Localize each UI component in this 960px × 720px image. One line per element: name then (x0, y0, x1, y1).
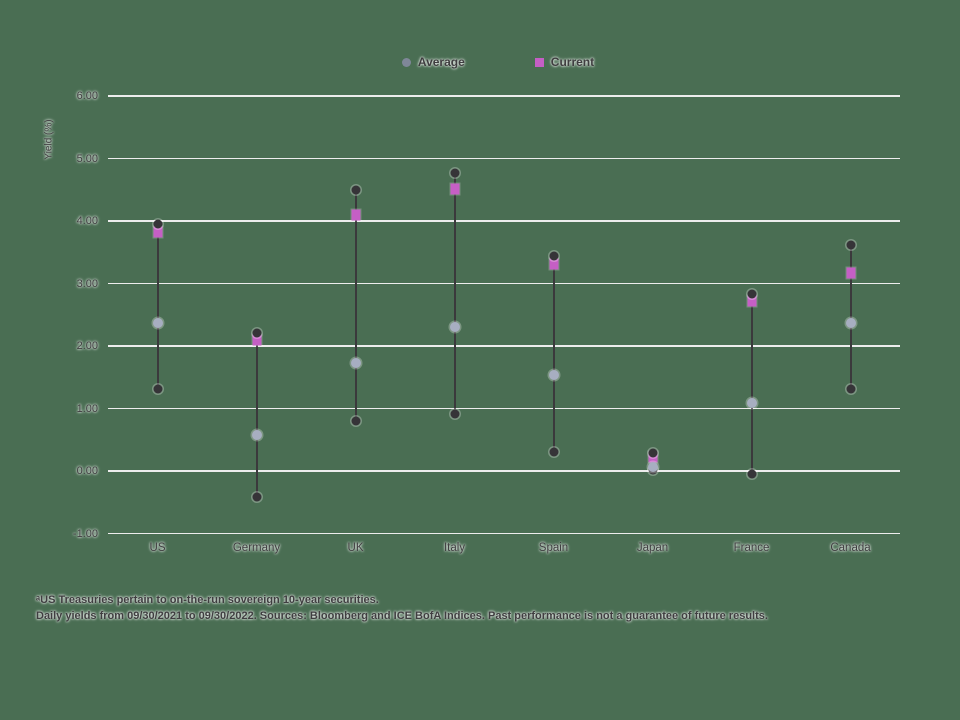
footnote-line-1: ᵃUS Treasuries pertain to on-the-run sov… (36, 594, 379, 606)
current-marker-square (153, 226, 162, 238)
chart-legend: Average Current (36, 55, 960, 69)
gridline (108, 345, 900, 347)
average-marker-dot (845, 317, 856, 328)
legend-item-current: Current (534, 55, 595, 69)
current-marker-square (846, 267, 855, 279)
max-marker-dot (648, 448, 657, 458)
max-marker-dot (450, 168, 459, 178)
range-line (156, 224, 159, 390)
legend-item-average: Average (401, 55, 465, 69)
x-category-label: Japan (636, 542, 669, 554)
range-line (849, 245, 852, 390)
current-marker-square (549, 258, 558, 270)
average-marker-dot (746, 397, 757, 408)
max-marker-dot (252, 328, 261, 338)
y-tick-label: 0.00 (76, 465, 98, 477)
average-marker-dot (647, 461, 658, 472)
x-category-label: US (149, 542, 166, 554)
gridline (108, 95, 900, 97)
min-marker-dot (846, 384, 855, 394)
gridline (108, 532, 900, 535)
current-marker-square (252, 334, 261, 346)
max-marker-dot (549, 251, 558, 261)
average-circle-icon (401, 57, 411, 67)
y-tick-label: 6.00 (76, 90, 98, 102)
y-axis-title: Yield (%) (43, 119, 55, 160)
gridline (108, 220, 900, 222)
x-category-label: Italy (443, 542, 466, 554)
average-marker-dot (449, 321, 460, 332)
average-marker-dot (251, 429, 262, 440)
min-marker-dot (450, 409, 459, 418)
y-tick-label: 1.00 (76, 402, 98, 415)
legend-label-current: Current (550, 55, 595, 69)
min-marker-dot (351, 416, 360, 426)
footnotes: ᵃUS Treasuries pertain to on-the-run sov… (36, 592, 768, 624)
min-marker-dot (153, 384, 162, 394)
max-marker-dot (846, 240, 855, 250)
footnote-line-2: Daily yields from 09/30/2021 to 09/30/20… (36, 610, 768, 622)
min-marker-dot (252, 492, 261, 502)
x-category-label: Canada (830, 542, 871, 554)
average-marker-dot (350, 357, 361, 368)
plot-area (108, 95, 900, 535)
current-marker-square (351, 209, 360, 221)
legend-label-average: Average (417, 55, 465, 69)
gridline (108, 282, 900, 285)
current-marker-square (747, 295, 756, 307)
range-line (255, 332, 258, 498)
max-marker-dot (153, 219, 162, 229)
y-tick-label: 2.00 (76, 340, 98, 352)
min-marker-dot (549, 447, 558, 457)
y-tick-label: -1.00 (72, 527, 98, 540)
x-category-label: UK (347, 542, 364, 554)
gridline (108, 470, 900, 472)
max-marker-dot (351, 185, 360, 195)
x-category-label: Germany (232, 542, 281, 554)
y-tick-label: 4.00 (76, 215, 98, 227)
max-marker-dot (747, 289, 756, 299)
x-category-label: Spain (538, 542, 569, 554)
average-marker-dot (152, 317, 163, 328)
y-tick-label: 3.00 (76, 277, 98, 290)
average-marker-dot (548, 369, 559, 380)
x-category-label: France (733, 542, 770, 554)
range-line (453, 172, 456, 414)
gridline (108, 157, 900, 160)
current-square-icon (534, 57, 544, 67)
range-line (750, 294, 753, 475)
min-marker-dot (747, 469, 756, 479)
range-line (552, 256, 555, 453)
y-tick-label: 5.00 (76, 152, 98, 165)
range-line (354, 189, 357, 421)
current-marker-square (450, 183, 459, 194)
gridline (108, 407, 900, 410)
